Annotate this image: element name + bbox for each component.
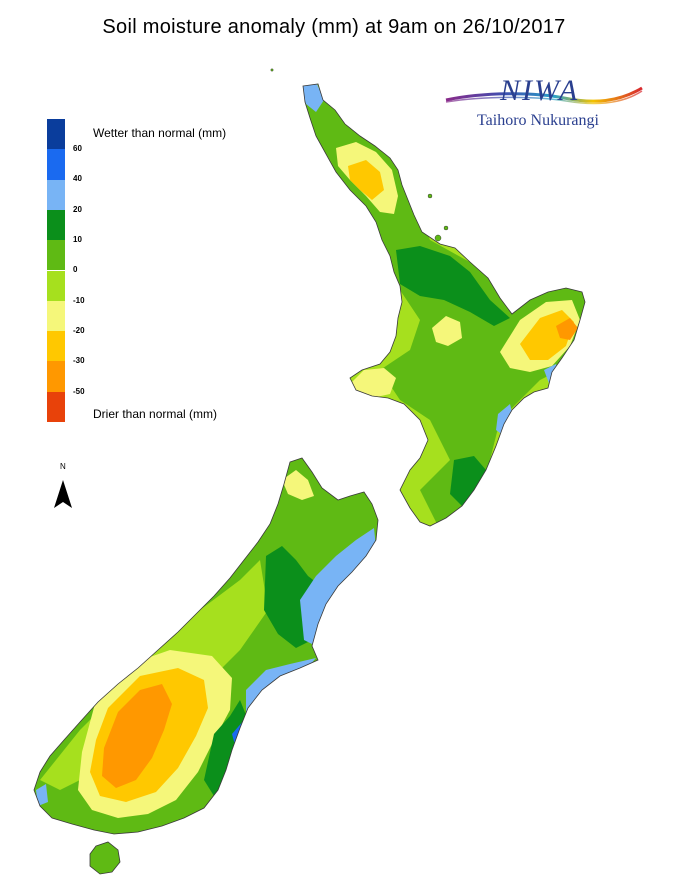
north-dark-green-hawkes [450, 456, 486, 506]
legend-wetter-label: Wetter than normal (mm) [93, 126, 227, 140]
legend-tick: 0 [73, 265, 78, 274]
north-blue-far-north [303, 84, 324, 112]
legend-tick: 40 [73, 174, 82, 183]
legend-swatch [47, 119, 65, 150]
north-arrow: N [52, 462, 74, 510]
south-island [33, 457, 379, 835]
south-dark-green-south [204, 700, 248, 796]
north-orange-east [520, 310, 574, 360]
south-yellow-nelson [282, 470, 314, 500]
north-yellow-west [352, 368, 396, 398]
south-dark-orange-otago [102, 684, 172, 788]
legend-drier-label: Drier than normal (mm) [93, 407, 218, 421]
page-title: Soil moisture anomaly (mm) at 9am on 26/… [102, 16, 566, 38]
legend-tick: -10 [73, 296, 85, 305]
legend: 60 40 20 10 0 -10 -20 -30 -50 Wetter tha… [47, 119, 287, 431]
legend-swatch [47, 149, 65, 180]
north-dark-orange-east [556, 318, 578, 340]
legend-tick: -50 [73, 387, 85, 396]
legend-tick: -20 [73, 326, 85, 335]
offshore-islands [270, 68, 449, 242]
niwa-logo: NIWA Taihoro Nukurangi [444, 72, 644, 138]
legend-swatch [47, 240, 65, 271]
legend-swatch [47, 300, 65, 332]
north-dark-green-bop [396, 246, 510, 326]
legend-swatch [47, 270, 65, 301]
legend-tick: 10 [73, 235, 82, 244]
north-blue-hawkes-coast [496, 404, 514, 436]
legend-tick: 60 [73, 144, 82, 153]
south-blue-fiordland [36, 784, 48, 806]
legend-tick: 20 [73, 205, 82, 214]
north-island [302, 83, 586, 527]
north-orange-north [348, 160, 384, 200]
logo-tagline: Taihoro Nukurangi [477, 112, 599, 129]
north-arrow-icon [54, 480, 72, 508]
logo-brand: NIWA [500, 74, 580, 107]
legend-tick: -30 [73, 356, 85, 365]
north-label: N [60, 462, 66, 471]
stewart-island [89, 841, 121, 875]
logo-swoosh-icon [445, 86, 643, 105]
legend-swatch [47, 391, 65, 422]
legend-swatch [47, 331, 65, 362]
legend-swatch [47, 361, 65, 392]
legend-swatch [47, 209, 65, 241]
north-yellow-waikato [432, 316, 462, 346]
legend-swatch [47, 179, 65, 210]
